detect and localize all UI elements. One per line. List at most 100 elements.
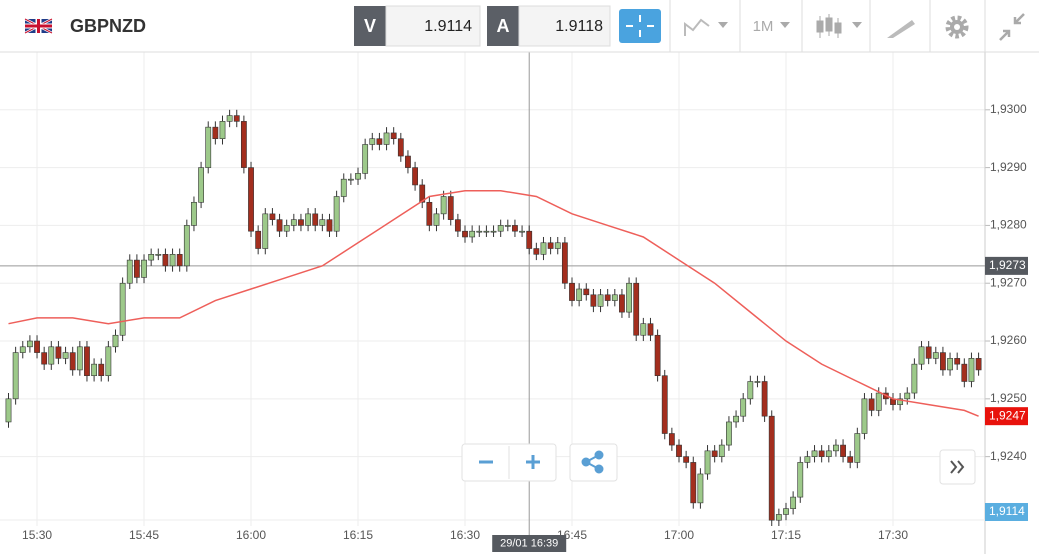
candle-body (918, 346, 925, 365)
sell-button[interactable] (354, 6, 386, 46)
candle-body (212, 126, 219, 140)
scroll-end-button[interactable] (939, 449, 976, 485)
sell-price-box[interactable] (385, 5, 481, 47)
candle-body (690, 462, 697, 504)
sell-label[interactable]: V (364, 16, 376, 36)
candle-body (968, 358, 975, 382)
candle-body (718, 444, 725, 457)
candle-body (5, 398, 12, 423)
candle-body (283, 225, 290, 232)
separators (669, 0, 986, 52)
candle-body (676, 444, 682, 457)
buy-price[interactable]: 1.9118 (555, 18, 603, 35)
candle-body (98, 363, 105, 377)
crosshair-icon (626, 15, 654, 37)
candle-body (868, 398, 875, 411)
candle-body (833, 444, 839, 452)
bid-price: 1,9114 (989, 504, 1025, 518)
candle-body (654, 334, 661, 377)
candle-body (961, 363, 968, 382)
candle-body (462, 230, 468, 238)
candle-body (940, 352, 946, 371)
collapse-button[interactable] (999, 13, 1025, 41)
candle-body (775, 514, 782, 521)
candle-body (476, 230, 483, 233)
share-button[interactable] (569, 443, 618, 482)
ma-price: 1,9247 (989, 408, 1026, 422)
timeframe-button[interactable]: 1M (753, 18, 774, 35)
candle-body (55, 346, 62, 359)
y-tick-label: 1,9300 (990, 102, 1027, 116)
candle-body (376, 138, 383, 145)
crosshair-price: 1,9273 (989, 258, 1026, 272)
candle-body (854, 433, 861, 463)
candle-body (726, 421, 732, 446)
x-tick-label: 17:00 (664, 528, 694, 542)
candle-body (226, 115, 233, 122)
candle-body (126, 259, 133, 284)
candle-body (133, 259, 140, 278)
flag (24, 17, 53, 35)
buy-label[interactable]: A (497, 16, 510, 36)
candle-body (290, 219, 297, 226)
settings-button[interactable] (945, 15, 969, 39)
candle-body (619, 294, 625, 313)
crosshair-button[interactable] (619, 9, 661, 43)
candle-body (319, 219, 326, 226)
candle-body (704, 450, 711, 475)
candle-body (340, 178, 347, 197)
candle-body (369, 138, 376, 145)
scroll-end-icon (950, 460, 965, 474)
candle-body (169, 254, 176, 267)
draw-button[interactable] (887, 20, 915, 38)
buy-button[interactable] (487, 6, 519, 46)
crosshair-time: 29/01 16:39 (500, 537, 558, 549)
candle-body (69, 352, 76, 371)
candle-body (362, 144, 369, 174)
candle-body (847, 456, 854, 463)
candle-body (811, 450, 818, 457)
candle-body (219, 121, 226, 140)
candle-body (26, 340, 33, 348)
candle-body (34, 340, 40, 353)
candle-body (790, 496, 797, 509)
candle-body (312, 213, 319, 226)
candle-body (469, 230, 476, 238)
plot-area: 1,9240 1,9250 1,9260 1,9270 1,9280 1,9290 1,93… (0, 52, 1028, 554)
candle-body (262, 213, 269, 249)
y-tick-label: 1,9260 (990, 333, 1027, 347)
crosshair-time-tag (492, 535, 567, 552)
zoom-in[interactable] (526, 455, 540, 469)
candle-body (397, 138, 404, 157)
candle-body (747, 381, 754, 400)
candle-body (975, 358, 982, 371)
candle-body (298, 219, 304, 226)
candle-body (597, 294, 604, 307)
candle-body (554, 242, 561, 249)
candle-body (62, 352, 69, 359)
candle-body (447, 196, 454, 220)
candle-body (897, 398, 904, 405)
symbol: GBPNZD (70, 16, 146, 36)
bid-price-tag (985, 503, 1028, 521)
buy-price-box[interactable] (518, 5, 611, 47)
x-tick-label: 15:30 (22, 528, 52, 542)
candle-type-button[interactable] (816, 14, 862, 38)
y-tick-label: 1,9280 (990, 218, 1027, 232)
candle-body (840, 444, 846, 457)
candle-body (633, 282, 640, 336)
chart-type-button[interactable] (684, 18, 728, 36)
candle-body (119, 282, 126, 336)
sell-price[interactable]: 1.9114 (424, 18, 472, 35)
candle-body (326, 219, 333, 232)
candle-body (412, 167, 418, 186)
candle-body (490, 230, 497, 233)
candle-body (540, 242, 547, 255)
candle-body (875, 392, 882, 411)
candle-body (583, 288, 590, 296)
candle-body (205, 126, 212, 168)
candle-body (783, 508, 789, 515)
candle-body (519, 230, 525, 233)
candle-body (48, 346, 55, 365)
candle-body (12, 352, 19, 400)
